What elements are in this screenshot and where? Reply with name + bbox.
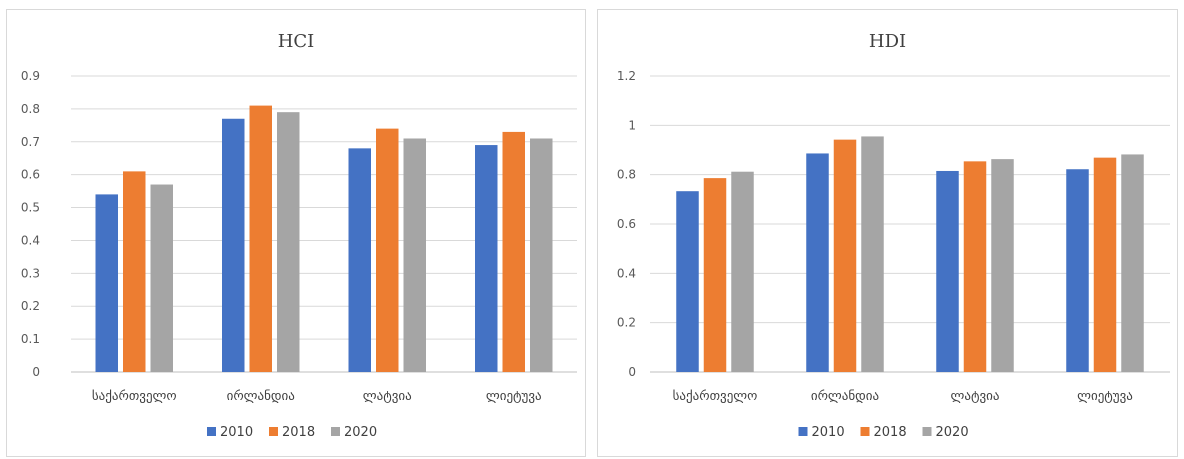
bar-2020 <box>403 138 426 372</box>
legend-label: 2020 <box>344 425 377 440</box>
y-tick-label: 0.8 <box>617 168 636 182</box>
legend-label: 2010 <box>812 425 845 440</box>
bar-2010 <box>936 170 959 372</box>
y-tick-label: 0 <box>628 365 636 379</box>
bar-2018 <box>963 161 987 372</box>
hci-chart: HCI 0 0.1 0.2 0.3 0.4 0.5 0.6 0.7 0.8 0.9 საქართველ… <box>21 31 577 440</box>
y-tick-label: 0.5 <box>21 201 40 215</box>
chart-title: HDI <box>869 31 906 52</box>
y-tick-label: 0.9 <box>21 69 40 83</box>
category-label: ირლანდია <box>811 389 879 404</box>
legend-label: 2018 <box>282 425 315 440</box>
legend-swatch <box>331 427 340 436</box>
y-tick-label: 1.2 <box>617 69 636 83</box>
y-tick-label: 0 <box>32 365 40 379</box>
legend-swatch <box>922 427 932 436</box>
y-tick-label: 0.6 <box>617 217 636 231</box>
bar-2010 <box>348 148 371 372</box>
category-label: ლატვია <box>951 389 1000 404</box>
y-tick-label: 0.1 <box>21 332 40 346</box>
legend-swatch <box>269 427 278 436</box>
category-label: ლატვია <box>363 389 412 404</box>
legend-label: 2018 <box>874 425 907 440</box>
bar-2020 <box>150 184 173 372</box>
bar-2018 <box>502 131 525 372</box>
bar-2010 <box>676 191 699 372</box>
bar-2010 <box>806 153 829 372</box>
y-tick-label: 0.8 <box>21 102 40 116</box>
y-tick-label: 0.4 <box>21 233 40 247</box>
bar-2018 <box>833 139 857 372</box>
y-tick-label: 0.2 <box>617 316 636 330</box>
bar-2018 <box>123 171 146 372</box>
hci-chart-panel: HCI 0 0.1 0.2 0.3 0.4 0.5 0.6 0.7 0.8 0.9 საქართველ… <box>6 9 586 457</box>
bar-2010 <box>1066 169 1089 372</box>
bar-2018 <box>1093 157 1117 372</box>
category-label: საქართველო <box>92 389 177 404</box>
bar-2018 <box>703 178 727 372</box>
y-tick-label: 0.3 <box>21 266 40 280</box>
legend-swatch <box>207 427 216 436</box>
legend-label: 2010 <box>220 425 253 440</box>
legend-swatch <box>798 427 808 436</box>
category-label: ლიეტუვა <box>486 389 542 404</box>
chart-title: HCI <box>278 31 315 52</box>
legend-swatch <box>860 427 870 436</box>
bar-2020 <box>861 136 884 372</box>
bar-2010 <box>222 118 245 372</box>
bar-2020 <box>1121 154 1144 372</box>
bar-2018 <box>249 105 272 372</box>
bar-2020 <box>731 171 754 372</box>
bar-2018 <box>376 128 399 372</box>
legend-label: 2020 <box>936 425 969 440</box>
y-tick-label: 1 <box>628 118 636 132</box>
y-tick-label: 0.2 <box>21 299 40 313</box>
y-tick-label: 0.6 <box>21 168 40 182</box>
category-label: საქართველო <box>673 389 758 404</box>
hdi-chart-panel: HDI 0 0.2 0.4 0.6 0.8 1 1.2 საქართველო ირლანდია ლა… <box>597 9 1178 457</box>
y-tick-label: 0.4 <box>617 266 636 280</box>
bar-2020 <box>991 159 1014 372</box>
bar-2010 <box>475 145 498 372</box>
hdi-chart: HDI 0 0.2 0.4 0.6 0.8 1 1.2 საქართველო ირლანდია ლა… <box>617 31 1170 440</box>
y-tick-label: 0.7 <box>21 135 40 149</box>
bar-2020 <box>277 112 300 372</box>
bar-2010 <box>95 194 118 372</box>
category-label: ლიეტუვა <box>1077 389 1133 404</box>
bar-2020 <box>530 138 553 372</box>
category-label: ირლანდია <box>227 389 295 404</box>
